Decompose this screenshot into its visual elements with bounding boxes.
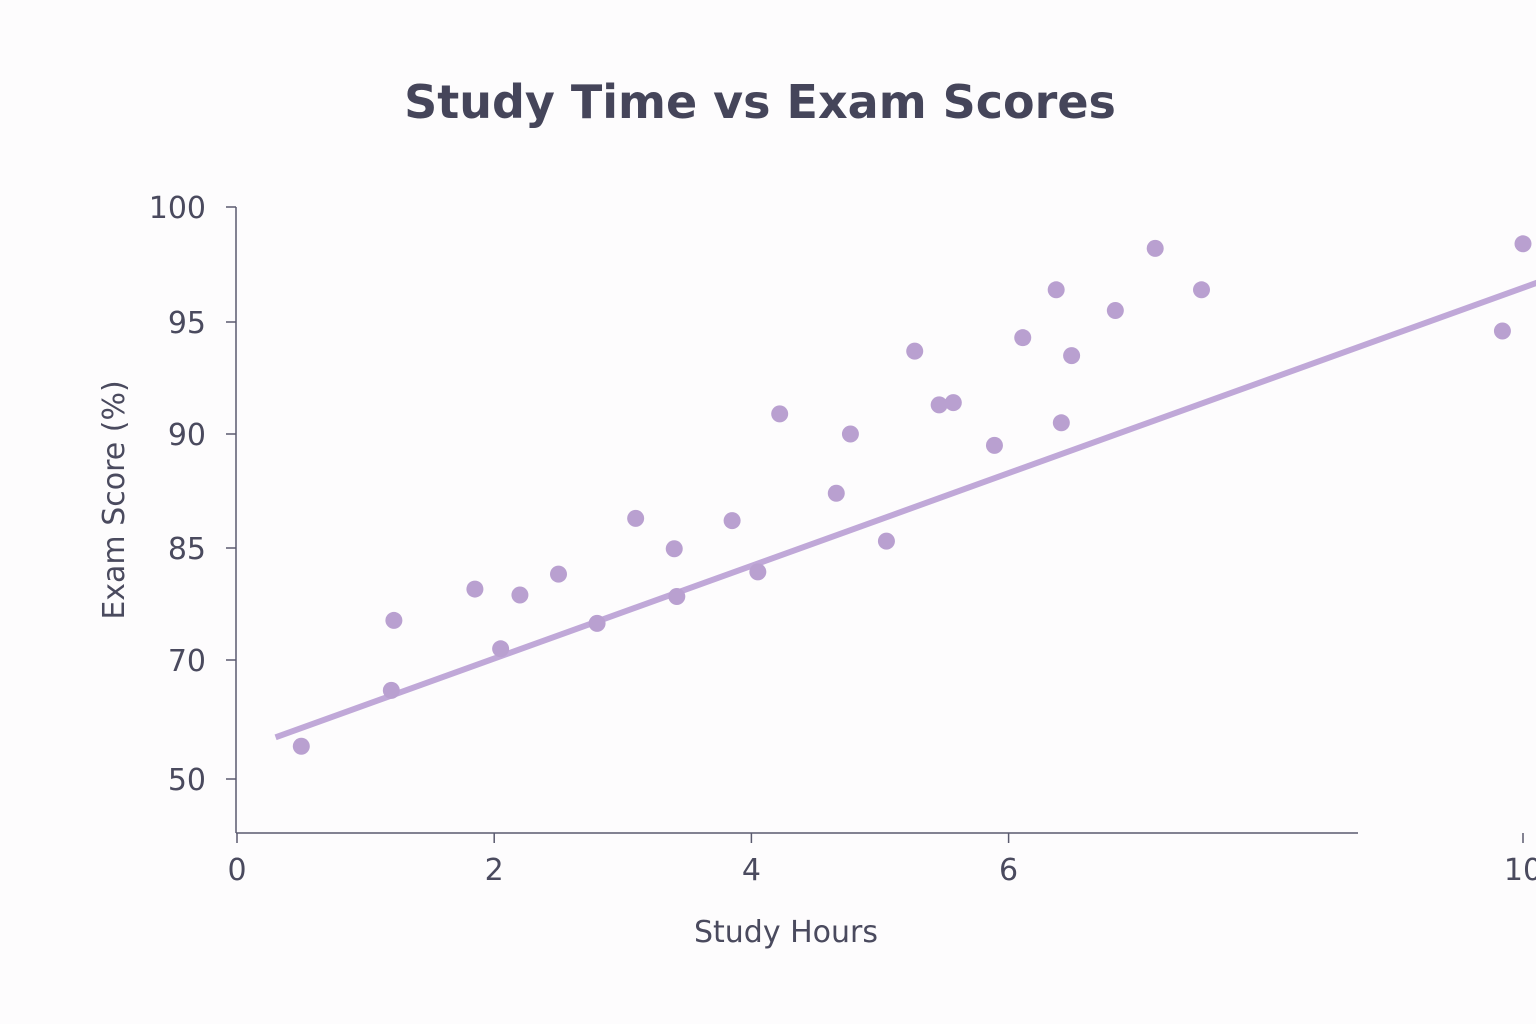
data-point [382,681,400,699]
x-tick-label: 4 [742,853,761,888]
data-point [550,565,567,583]
data-point [1014,329,1032,347]
x-tick-label: 2 [485,853,504,888]
chart-title: Study Time vs Exam Scores [404,75,1116,129]
y-tick-label: 85 [168,532,206,567]
data-point [1514,235,1532,253]
data-point [723,512,741,530]
data-point [1193,281,1210,299]
y-axis-label: Exam Score (%) [97,380,132,619]
y-tick-label: 100 [149,191,206,226]
y-tick-label: 50 [168,763,206,798]
x-axis-label: Study Hours [694,915,878,950]
y-tick-labels: 100 95 90 85 70 50 [149,191,236,798]
data-point [492,640,510,658]
data-point [511,586,529,604]
x-tick-label: 10 [1504,853,1536,888]
data-point [985,436,1003,454]
data-point [877,532,895,550]
data-point [1146,239,1164,257]
data-point [930,396,948,414]
y-tick-label: 70 [168,644,206,679]
y-tick-label: 90 [168,418,206,453]
data-point [827,484,845,502]
x-tick-label: 0 [227,853,246,888]
data-point [292,737,310,755]
data-point [1052,414,1070,432]
data-point [1106,302,1124,319]
data-point [1493,322,1511,340]
trendline [274,279,1536,741]
y-tick-label: 95 [168,306,206,341]
data-point [627,509,645,527]
data-points [292,235,1532,755]
x-tick-label: 6 [999,853,1018,888]
data-point [906,342,924,360]
data-point [588,614,606,632]
data-point [385,611,403,629]
data-point [771,405,789,423]
data-point [665,540,683,558]
data-point [1063,347,1081,365]
data-point [944,394,962,412]
data-point [841,425,859,443]
trendline-group [274,279,1536,741]
data-point [1047,281,1065,299]
data-point [668,588,686,606]
data-point [749,563,767,581]
x-tick-labels: 0 2 4 6 10 [227,833,1536,888]
data-point [466,580,484,598]
